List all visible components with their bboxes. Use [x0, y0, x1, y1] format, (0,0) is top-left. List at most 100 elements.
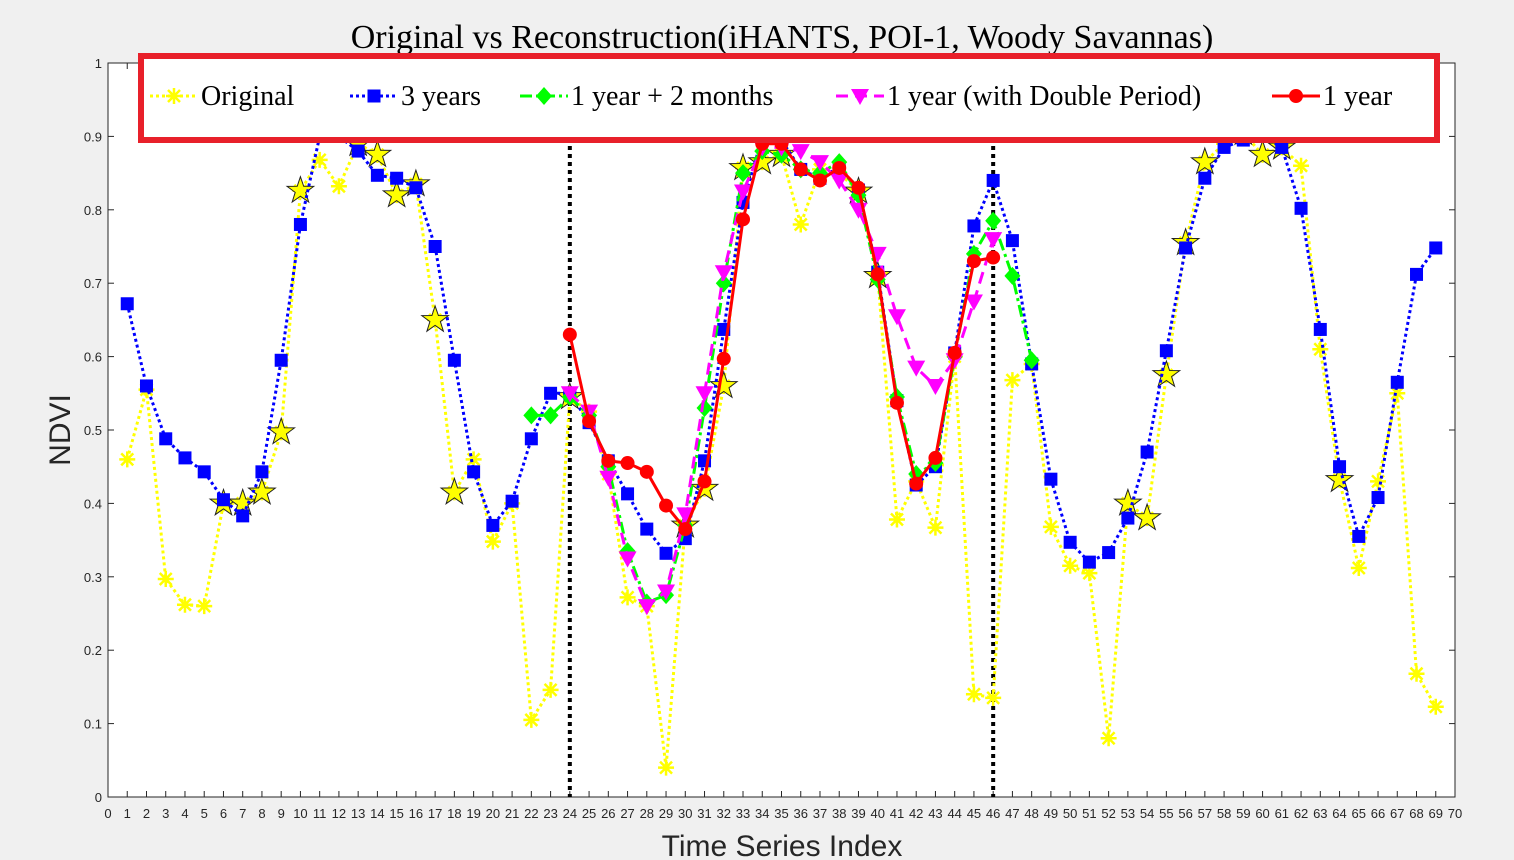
- data-point: [1275, 140, 1289, 154]
- data-point: [986, 173, 1000, 187]
- data-point: [1004, 266, 1021, 285]
- x-tick-label: 12: [332, 806, 346, 821]
- x-tick-label: 57: [1198, 806, 1212, 821]
- data-point: [1390, 375, 1404, 389]
- original-star-marker: [747, 146, 778, 175]
- x-tick-label: 24: [563, 806, 577, 821]
- data-point: [1005, 234, 1019, 248]
- data-point: [1312, 341, 1329, 358]
- data-point: [889, 395, 904, 410]
- data-point: [658, 759, 675, 776]
- x-axis-label: Time Series Index: [662, 830, 903, 860]
- y-tick-label: 0.9: [84, 129, 102, 144]
- data-point: [1371, 491, 1385, 505]
- data-point: [370, 168, 384, 182]
- data-point: [1429, 241, 1443, 255]
- y-tick-label: 0: [95, 790, 102, 805]
- data-point: [1179, 241, 1193, 255]
- x-tick-label: 4: [181, 806, 188, 821]
- data-point: [735, 164, 752, 183]
- data-point: [599, 470, 618, 487]
- data-point: [390, 171, 404, 185]
- x-tick-label: 66: [1371, 806, 1385, 821]
- x-tick-label: 9: [278, 806, 285, 821]
- data-point: [830, 173, 849, 190]
- data-point: [197, 465, 211, 479]
- data-point: [810, 155, 829, 172]
- data-point: [1313, 322, 1327, 336]
- x-tick-label: 35: [774, 806, 788, 821]
- data-point: [544, 386, 558, 400]
- data-point: [907, 360, 926, 377]
- data-point: [657, 584, 676, 601]
- data-point: [1081, 565, 1098, 582]
- data-point: [659, 546, 673, 560]
- data-point: [582, 414, 597, 429]
- x-tick-label: 17: [428, 806, 442, 821]
- x-tick-label: 38: [832, 806, 846, 821]
- data-point: [714, 265, 733, 282]
- data-point: [947, 345, 962, 360]
- x-tick-label: 20: [486, 806, 500, 821]
- data-point: [1293, 157, 1310, 174]
- y-tick-label: 0.1: [84, 717, 102, 732]
- data-point: [697, 474, 712, 489]
- x-tick-label: 67: [1390, 806, 1404, 821]
- x-tick-label: 34: [755, 806, 769, 821]
- data-point: [618, 551, 637, 568]
- x-tick-label: 50: [1063, 806, 1077, 821]
- data-point: [1062, 557, 1079, 574]
- data-point: [1408, 665, 1425, 682]
- data-point: [832, 160, 847, 175]
- x-tick-label: 62: [1294, 806, 1308, 821]
- data-point: [621, 487, 635, 501]
- data-point: [967, 219, 981, 233]
- data-point: [984, 232, 1003, 249]
- data-point: [601, 453, 616, 468]
- data-point: [1042, 518, 1059, 535]
- legend-label: 1 year (with Double Period): [887, 81, 1201, 112]
- x-tick-label: 7: [239, 806, 246, 821]
- data-point: [523, 406, 540, 425]
- data-point: [791, 144, 810, 161]
- original-star-marker: [439, 476, 470, 505]
- x-tick-label: 26: [601, 806, 615, 821]
- data-point: [926, 378, 945, 395]
- x-tick-label: 51: [1082, 806, 1096, 821]
- x-tick-label: 14: [370, 806, 384, 821]
- y-tick-label: 0.3: [84, 570, 102, 585]
- data-point: [716, 351, 731, 366]
- x-tick-label: 45: [967, 806, 981, 821]
- original-star-marker: [1132, 502, 1162, 531]
- x-tick-label: 63: [1313, 806, 1327, 821]
- data-point: [236, 509, 250, 523]
- y-tick-label: 0.8: [84, 203, 102, 218]
- x-tick-label: 53: [1121, 806, 1135, 821]
- x-tick-label: 29: [659, 806, 673, 821]
- original-star-marker: [266, 416, 296, 445]
- legend-label: Original: [201, 81, 295, 112]
- data-point: [1100, 730, 1117, 747]
- data-point: [1102, 546, 1116, 560]
- y-tick-label: 0.5: [84, 423, 102, 438]
- data-point: [966, 254, 981, 269]
- legend: Original 3 years 1 year + 2 months 1 year (…: [138, 53, 1440, 143]
- x-tick-label: 28: [640, 806, 654, 821]
- data-point: [139, 379, 153, 393]
- data-point: [736, 212, 751, 227]
- data-point: [986, 250, 1001, 265]
- data-point: [467, 465, 481, 479]
- x-tick-label: 27: [620, 806, 634, 821]
- x-tick-label: 16: [409, 806, 423, 821]
- data-point: [447, 353, 461, 367]
- data-point: [505, 494, 519, 508]
- original-star-marker: [227, 487, 258, 516]
- data-point: [523, 711, 540, 728]
- x-tick-label: 43: [928, 806, 942, 821]
- x-tick-label: 49: [1044, 806, 1058, 821]
- data-point: [542, 681, 559, 698]
- y-tick-label: 0.4: [84, 496, 102, 511]
- y-tick-label: 0.6: [84, 350, 102, 365]
- original-star-marker: [1190, 146, 1220, 175]
